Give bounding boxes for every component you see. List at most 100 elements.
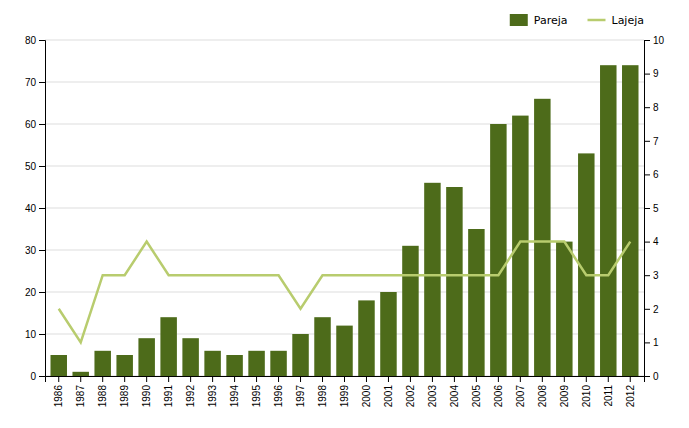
y-axis: 01020304050607080: [25, 35, 46, 382]
bar: [50, 355, 66, 376]
x-tick-mark: [80, 376, 81, 382]
y2-tick-mark: [644, 376, 650, 377]
x-tick: 2011: [603, 376, 614, 407]
legend-item: Pareja: [510, 14, 568, 27]
y-tick-mark: [39, 82, 45, 83]
y2-tick-label: 4: [653, 236, 659, 247]
x-tick-label: 1998: [317, 385, 328, 408]
y2-tick-label: 6: [653, 169, 659, 180]
x-tick-label: 1988: [97, 385, 108, 408]
y2-tick: 8: [644, 102, 659, 113]
bar: [534, 99, 550, 376]
x-tick-mark: [542, 376, 543, 382]
x-tick: 2000: [361, 376, 372, 407]
x-tick-label: 2011: [603, 385, 614, 407]
y2-tick-label: 9: [653, 68, 659, 79]
grid-line: [45, 124, 644, 125]
line: [59, 242, 631, 343]
y2-tick-mark: [644, 309, 650, 310]
y-tick-label: 20: [25, 287, 37, 298]
y2-tick: 2: [644, 304, 659, 315]
x-tick: 2004: [449, 376, 460, 407]
x-tick-label: 2006: [493, 385, 504, 408]
y-tick-label: 30: [25, 245, 37, 256]
x-tick: 2006: [493, 376, 504, 407]
grid-line: [45, 292, 644, 293]
y2-tick-label: 0: [653, 371, 659, 382]
x-tick: 2009: [559, 376, 570, 407]
y-tick-label: 50: [25, 161, 37, 172]
y2-tick: 4: [644, 236, 659, 247]
x-tick-mark: [322, 376, 323, 382]
y2-tick: 3: [644, 270, 659, 281]
bar: [292, 334, 308, 376]
x-tick: 1991: [163, 376, 174, 407]
y-tick-label: 40: [25, 203, 37, 214]
x-tick: 2005: [471, 376, 482, 407]
x-tick-mark: [124, 376, 125, 382]
x-tick-mark: [344, 376, 345, 382]
x-tick-label: 2007: [515, 385, 526, 408]
y-tick: 10: [25, 329, 45, 340]
grid: [45, 40, 644, 376]
y2-axis: 0 1 2 3 4 5 6 7 8 9 10: [644, 35, 665, 382]
x-tick: 2012: [625, 376, 636, 407]
x-tick-label: 1990: [141, 385, 152, 408]
x-tick-mark: [278, 376, 279, 382]
bar: [314, 317, 330, 376]
y-tick-mark: [39, 292, 45, 293]
grid-line: [45, 250, 644, 251]
legend-label: Pareja: [534, 14, 568, 27]
bar: [358, 300, 374, 376]
x-tick: 2003: [427, 376, 438, 407]
y-axis-line: [39, 41, 46, 377]
bar: [270, 351, 286, 376]
bar: [72, 372, 88, 376]
y-tick-mark: [39, 334, 45, 335]
x-tick-label: 2000: [361, 385, 372, 408]
bar: [380, 292, 396, 376]
x-tick: 1993: [207, 376, 218, 407]
x-tick: 2001: [383, 376, 394, 407]
x-tick-mark: [476, 376, 477, 382]
x-tick-mark: [256, 376, 257, 382]
bar: [622, 65, 638, 376]
y-tick-label: 70: [25, 77, 37, 88]
bar: [182, 338, 198, 376]
y-tick-label: 80: [25, 35, 37, 46]
x-tick: 2007: [515, 376, 526, 407]
x-tick-mark: [564, 376, 565, 382]
y2-tick: 10: [644, 35, 665, 46]
y2-tick-label: 5: [653, 203, 659, 214]
x-tick-mark: [608, 376, 609, 382]
y2-tick-mark: [644, 174, 650, 175]
y-tick-mark: [39, 124, 45, 125]
x-tick-mark: [168, 376, 169, 382]
bar: [336, 326, 352, 376]
x-tick-label: 1993: [207, 385, 218, 408]
y2-tick-label: 1: [653, 337, 659, 348]
grid-line: [45, 82, 644, 83]
grid-line: [45, 166, 644, 167]
y2-tick-label: 10: [653, 35, 665, 46]
y-tick-mark: [39, 208, 45, 209]
y-tick-mark: [39, 40, 45, 41]
y-tick-mark: [39, 250, 45, 251]
legend: Pareja Lajeja: [510, 14, 644, 27]
x-tick: 1999: [339, 376, 350, 407]
y2-tick: 7: [644, 136, 659, 147]
bar: [424, 183, 440, 376]
x-tick-label: 2010: [581, 385, 592, 408]
x-tick-label: 2003: [427, 385, 438, 408]
bar: [556, 242, 572, 376]
x-tick: 1996: [273, 376, 284, 407]
x-tick: 1990: [141, 376, 152, 407]
x-tick: 1995: [251, 376, 262, 407]
y-tick: 30: [25, 245, 45, 256]
x-tick: 1992: [185, 376, 196, 407]
x-tick-mark: [58, 376, 59, 382]
legend-label: Lajeja: [612, 14, 645, 27]
x-tick-mark: [212, 376, 213, 382]
y-tick-label: 10: [25, 329, 37, 340]
y-tick-label: 0: [30, 371, 36, 382]
